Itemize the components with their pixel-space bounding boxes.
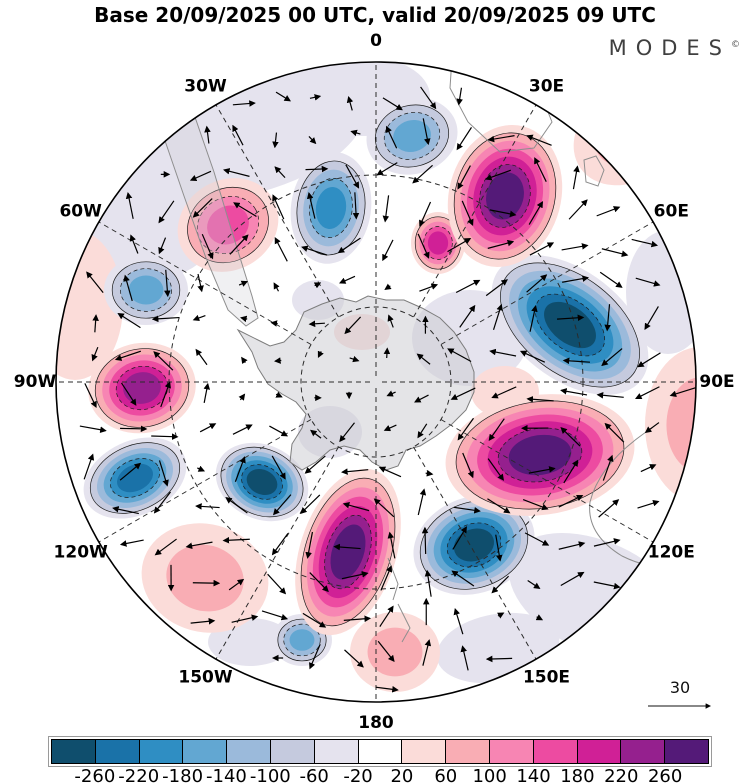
coastline-antarctica bbox=[236, 295, 475, 471]
modes-logo: MODES© bbox=[609, 36, 740, 60]
colorbar-cell bbox=[357, 740, 402, 763]
colorbar-cell bbox=[94, 740, 139, 763]
reference-vector-label: 30 bbox=[669, 678, 691, 697]
colorbar-tick: 60 bbox=[434, 766, 458, 783]
colorbar-tick: -220 bbox=[118, 766, 160, 783]
colorbar-tick: 260 bbox=[647, 766, 683, 783]
modes-logo-mark: © bbox=[731, 40, 740, 50]
colorbar-tick: -260 bbox=[74, 766, 116, 783]
coastline-madagascar bbox=[583, 155, 605, 187]
polar-anomaly-map: 0 30E 60E 90E 120E 150E 180 150W 120W 90W 60W 30W bbox=[14, 31, 735, 733]
meridian-label-150W: 150W bbox=[178, 667, 232, 687]
wind-vector-layer bbox=[79, 86, 696, 693]
colorbar-tick: -20 bbox=[343, 766, 373, 783]
colorbar bbox=[48, 736, 712, 767]
meridian-labels-layer: 0 30E 60E 90E 120E 150E 180 150W 120W 90W 60W 30W bbox=[14, 31, 735, 733]
modes-logo-text: MODES bbox=[608, 36, 731, 60]
colorbar-tick: -140 bbox=[206, 766, 247, 783]
colorbar-tick: -60 bbox=[299, 766, 329, 783]
colorbar-tick: 140 bbox=[516, 766, 551, 783]
colorbar-tick: 180 bbox=[560, 766, 595, 783]
colorbar-cell bbox=[269, 740, 314, 763]
colorbar-tick: 100 bbox=[472, 766, 507, 783]
colorbar-cells bbox=[51, 739, 709, 764]
meridian-label-120W: 120W bbox=[54, 543, 108, 563]
colorbar-tick-labels: -260 -220 -180 -140 -100 -60 -20 20 60 100 140 180 2… bbox=[48, 766, 712, 783]
colorbar-cell bbox=[226, 740, 270, 763]
colorbar-cell bbox=[576, 740, 621, 763]
map-boundary-circle bbox=[55, 61, 697, 703]
meridian-label-30E: 30E bbox=[529, 77, 564, 97]
meridian-label-30W: 30W bbox=[184, 77, 227, 97]
meridian-label-180: 180 bbox=[358, 713, 394, 733]
meridian-label-60W: 60W bbox=[59, 202, 102, 222]
colorbar-cell bbox=[664, 740, 708, 763]
colorbar-tick: 220 bbox=[604, 766, 639, 783]
colorbar-cell bbox=[313, 740, 358, 763]
colorbar-cell bbox=[401, 740, 446, 763]
meridian-label-120E: 120E bbox=[648, 543, 695, 563]
colorbar-tick: -100 bbox=[249, 766, 291, 783]
colorbar-cell bbox=[532, 740, 577, 763]
colorbar-cell bbox=[52, 740, 95, 763]
colorbar-tick: 20 bbox=[390, 766, 414, 783]
meridian-label-0: 0 bbox=[370, 31, 382, 51]
colorbar-tick: -180 bbox=[162, 766, 204, 783]
colorbar-cell bbox=[620, 740, 665, 763]
colorbar-cell bbox=[488, 740, 533, 763]
page-title: Base 20/09/2025 00 UTC, valid 20/09/2025… bbox=[94, 3, 656, 27]
meridian-label-150E: 150E bbox=[523, 667, 570, 687]
colorbar-cell bbox=[182, 740, 227, 763]
meridian-label-60E: 60E bbox=[654, 202, 689, 222]
meridian-label-90W: 90W bbox=[14, 372, 57, 392]
meridian-label-90E: 90E bbox=[699, 372, 734, 392]
colorbar-cell bbox=[445, 740, 489, 763]
colorbar-cell bbox=[138, 740, 183, 763]
